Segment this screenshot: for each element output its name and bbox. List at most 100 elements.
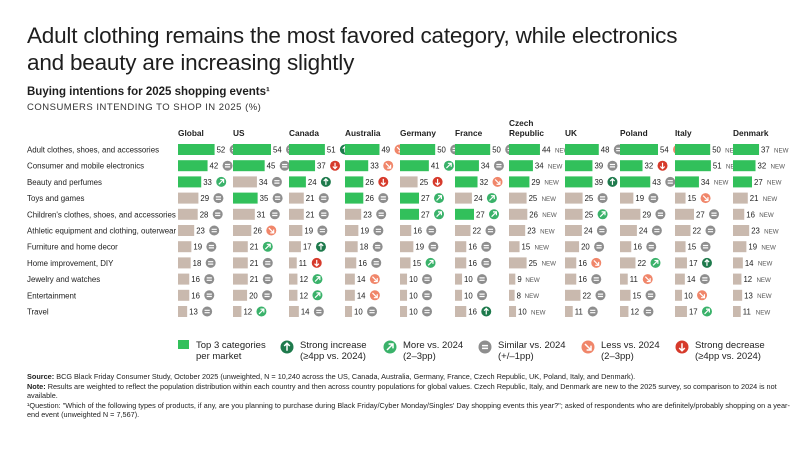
new-label: NEW (531, 309, 546, 316)
equals-icon (700, 241, 711, 252)
arrow-diag-up-icon (256, 306, 267, 317)
trend-circle (655, 209, 666, 220)
trend-circle (595, 290, 606, 301)
bar-us-2 (233, 160, 265, 172)
value-label: 25 (529, 194, 538, 203)
value-label: 18 (193, 259, 202, 268)
row-label-consumer-and-mobile-electronics: Consumer and mobile electronics (27, 162, 144, 171)
new-label: NEW (542, 261, 557, 268)
chart-unit-label: CONSUMERS INTENDING TO SHOP IN 2025 (%) (27, 102, 262, 113)
trend-glyph (436, 211, 442, 218)
trend-glyph (590, 309, 596, 314)
trend-glyph (487, 228, 494, 233)
new-label: NEW (757, 293, 772, 300)
trend-circle (209, 225, 220, 236)
trend-glyph (430, 244, 436, 249)
trend-glyph (319, 228, 325, 233)
bar-uk-7 (565, 241, 580, 253)
trend-glyph (375, 228, 381, 233)
bar-us-5 (233, 208, 255, 220)
value-label: 29 (531, 178, 540, 187)
value-label: 35 (260, 194, 269, 203)
equals-icon (212, 209, 223, 220)
value-label: 24 (639, 227, 648, 236)
value-label: 14 (357, 291, 366, 300)
bar-czech-republic-1 (509, 144, 540, 155)
legend-strong-increase-line1: Strong increase (300, 340, 367, 351)
bar-global-11 (178, 306, 188, 317)
bar-denmark-10 (733, 289, 743, 301)
value-label: 14 (301, 308, 310, 317)
new-label: NEW (763, 196, 778, 203)
trend-glyph (704, 308, 710, 315)
legend-more-line2: (2–3pp) (403, 351, 436, 362)
market-header-global: Global (178, 128, 204, 138)
trend-glyph (446, 162, 452, 169)
arrow-diag-down-icon (383, 160, 394, 171)
trend-circle (271, 176, 282, 187)
new-label: NEW (535, 245, 550, 252)
value-label: 21 (306, 210, 315, 219)
value-label: 18 (360, 243, 369, 252)
trend-glyph (596, 244, 602, 249)
trend-circle (317, 225, 328, 236)
bar-us-8 (233, 257, 248, 269)
bar-global-4 (178, 192, 199, 204)
arrow-down-strong-icon (432, 176, 443, 187)
arrow-down-strong-icon (657, 160, 668, 171)
arrow-diag-down-icon (591, 257, 602, 268)
bar-germany-8 (400, 257, 411, 269)
equals-icon (269, 209, 280, 220)
bar-global-6 (178, 225, 195, 236)
footer-notes: Source: BCG Black Friday Consumer Study,… (27, 372, 792, 420)
value-label: 44 (542, 146, 551, 155)
bar-denmark-2 (733, 160, 756, 172)
trend-circle (371, 257, 382, 268)
trend-glyph (657, 212, 664, 217)
bar-france-8 (455, 257, 467, 269)
trend-glyph (599, 196, 606, 200)
bar-canada-3 (289, 176, 306, 188)
trend-glyph (378, 212, 384, 217)
arrow-up-strong-icon (481, 306, 492, 317)
bar-germany-9 (400, 273, 408, 285)
value-label: 50 (492, 146, 501, 155)
equals-icon (204, 290, 215, 301)
trend-circle (665, 176, 676, 187)
bar-australia-10 (345, 289, 355, 301)
bar-italy-2 (675, 160, 711, 172)
bar-poland-10 (620, 289, 631, 301)
trend-circle (426, 225, 437, 236)
footer-source: Source: BCG Black Friday Consumer Study,… (27, 372, 792, 382)
value-label: 19 (360, 227, 369, 236)
bar-poland-1 (620, 144, 658, 155)
trend-glyph (647, 293, 654, 298)
arrow-diag-up-icon (489, 209, 499, 220)
equals-icon (262, 274, 273, 285)
arrow-diag-up-icon (434, 209, 444, 220)
value-label: 19 (635, 194, 644, 203)
value-label: 11 (575, 308, 583, 317)
trend-circle (481, 257, 492, 268)
value-label: 11 (630, 275, 638, 284)
bar-global-10 (178, 289, 190, 301)
trend-glyph (265, 261, 271, 265)
arrow-diag-up-icon (312, 290, 323, 301)
arrow-up-strong-icon (701, 257, 712, 268)
trend-glyph (272, 212, 278, 217)
market-header-uk: UK (565, 128, 577, 138)
trend-glyph (609, 163, 616, 168)
value-label: 16 (578, 275, 587, 284)
equals-icon (213, 193, 224, 204)
bar-poland-11 (620, 306, 629, 317)
equals-icon (205, 257, 216, 268)
bar-italy-5 (675, 208, 694, 220)
value-label: 12 (743, 275, 752, 284)
value-label: 22 (692, 227, 701, 236)
trend-glyph (645, 309, 652, 314)
bar-us-9 (233, 273, 248, 285)
bar-australia-11 (345, 306, 353, 317)
bar-denmark-9 (733, 273, 742, 285)
value-label: 16 (191, 275, 200, 284)
equals-icon (206, 241, 217, 252)
